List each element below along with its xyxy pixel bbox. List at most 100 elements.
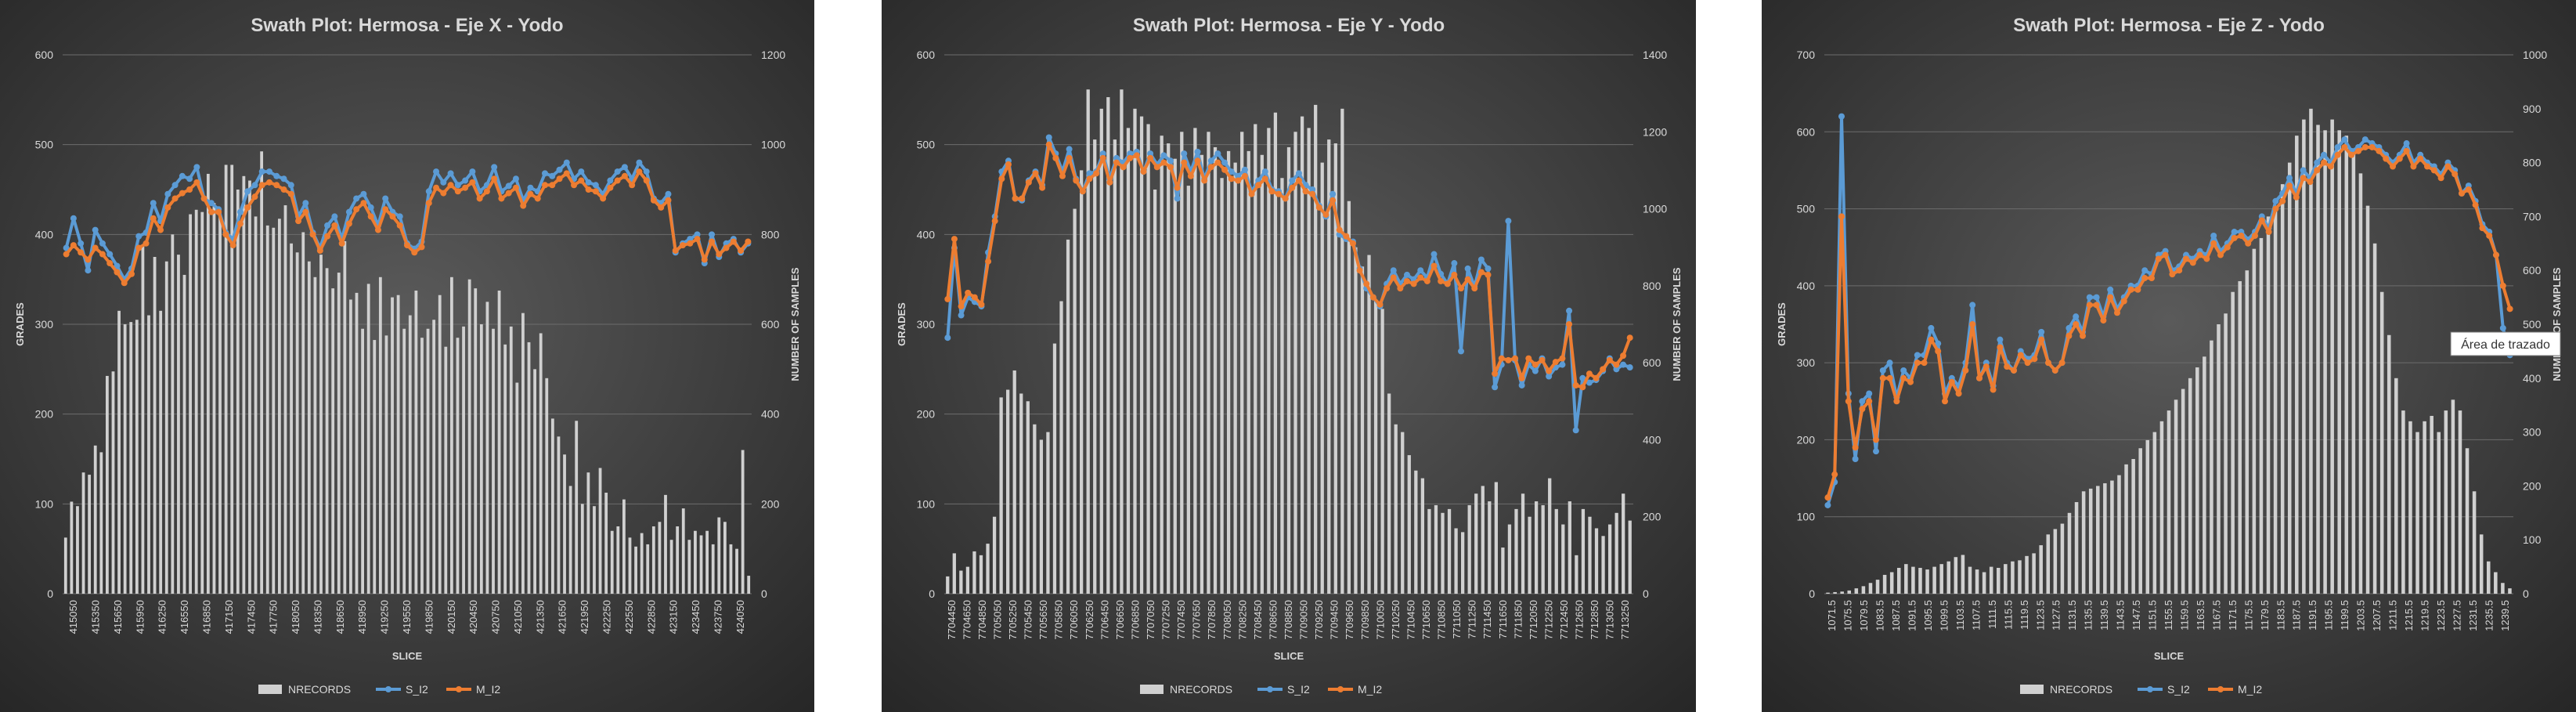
x-tick-label: 415950 (134, 600, 146, 634)
legend-label-m-i2: M_I2 (476, 683, 500, 696)
bar-nrecords (426, 328, 430, 594)
point-m-i2 (585, 186, 592, 193)
point-m-i2 (302, 208, 309, 215)
bar-nrecords (2046, 534, 2051, 594)
bar-nrecords (2159, 421, 2164, 594)
bar-nrecords (1441, 512, 1445, 594)
y2-tick-label: 700 (2523, 210, 2542, 222)
bar-nrecords (1925, 569, 1929, 594)
bar-nrecords (212, 203, 216, 594)
plot-area-tooltip: Área de trazado (2450, 331, 2561, 356)
x-tick-label: 7709250 (1313, 600, 1325, 640)
point-m-i2 (171, 195, 179, 202)
bar-nrecords (301, 232, 305, 594)
point-m-i2 (578, 177, 585, 184)
y-axis-label: GRADES (14, 302, 26, 346)
point-m-i2 (2224, 244, 2231, 251)
point-m-i2 (1613, 361, 1620, 368)
bar-nrecords (568, 486, 572, 594)
point-m-i2 (483, 188, 490, 195)
point-m-i2 (1942, 398, 1948, 405)
bar-nrecords (735, 548, 738, 594)
point-m-i2 (1852, 444, 1859, 451)
bar-nrecords (1019, 393, 1023, 594)
y-tick-label: 200 (917, 408, 936, 421)
bar-nrecords (230, 164, 234, 594)
y-tick-label: 400 (917, 228, 936, 240)
point-m-i2 (1039, 184, 1046, 191)
bar-nrecords (694, 530, 697, 594)
bar-nrecords (1494, 482, 1498, 594)
point-m-i2 (280, 186, 287, 193)
bar-nrecords (550, 418, 554, 594)
point-s-i2 (1492, 384, 1499, 391)
point-m-i2 (207, 208, 215, 215)
x-tick-label: 7712050 (1528, 600, 1539, 640)
y-tick-label: 300 (35, 318, 54, 331)
bar-nrecords (1247, 150, 1250, 594)
bar-nrecords (539, 333, 543, 594)
legend-label-s-i2: S_I2 (2167, 683, 2190, 696)
bar-nrecords (1847, 590, 1852, 594)
bar-nrecords (1833, 591, 1837, 594)
bar-nrecords (2032, 553, 2036, 594)
bar-nrecords (182, 274, 186, 594)
point-m-i2 (1976, 374, 1983, 381)
bar-nrecords (224, 164, 228, 594)
bar-nrecords (2330, 119, 2334, 594)
point-s-i2 (1214, 150, 1221, 157)
point-m-i2 (258, 182, 265, 189)
x-tick-label: 7710650 (1420, 600, 1432, 640)
x-tick-label: 1207.5 (2371, 600, 2383, 631)
point-m-i2 (1133, 152, 1140, 159)
x-tick-label: 7712250 (1542, 600, 1554, 640)
point-m-i2 (1106, 179, 1113, 186)
point-m-i2 (1948, 378, 1955, 385)
point-s-i2 (1914, 352, 1921, 359)
x-tick-label: 1227.5 (2451, 600, 2462, 631)
x-tick-label: 7713050 (1604, 600, 1616, 640)
legend-swatch-nrecords (1140, 685, 1164, 694)
point-m-i2 (1336, 226, 1343, 233)
point-m-i2 (1384, 285, 1391, 292)
point-m-i2 (92, 244, 99, 251)
bar-nrecords (272, 227, 276, 594)
bar-nrecords (402, 328, 406, 594)
bar-nrecords (992, 516, 997, 594)
point-m-i2 (2238, 232, 2245, 239)
x-tick-label: 1187.5 (2291, 600, 2303, 631)
point-m-i2 (2430, 167, 2437, 174)
bar-nrecords (2401, 410, 2405, 594)
point-m-i2 (701, 256, 708, 263)
bar-nrecords (265, 225, 269, 594)
x-tick-label: 424050 (734, 600, 746, 634)
x-tick-label: 7712850 (1589, 600, 1600, 640)
x-tick-label: 7704450 (946, 600, 958, 640)
bar-nrecords (1481, 486, 1485, 594)
x-tick-label: 7706250 (1084, 600, 1095, 640)
x-tick-label: 418950 (356, 600, 368, 634)
point-s-i2 (440, 179, 447, 186)
point-m-i2 (2321, 159, 2327, 166)
bar-nrecords (946, 576, 950, 594)
point-m-i2 (600, 195, 607, 202)
bar-nrecords (2494, 572, 2498, 594)
point-m-i2 (592, 188, 599, 195)
x-tick-label: 419850 (423, 600, 435, 634)
bar-nrecords (283, 205, 287, 594)
x-tick-label: 7707850 (1206, 600, 1218, 640)
point-s-i2 (2341, 136, 2348, 143)
bar-nrecords (450, 276, 453, 594)
point-s-i2 (1879, 367, 1886, 374)
point-m-i2 (2417, 155, 2424, 162)
x-tick-label: 1083.5 (1874, 600, 1886, 631)
y2-tick-label: 1000 (1643, 203, 1667, 215)
point-m-i2 (2231, 234, 2238, 241)
x-tick-label: 422850 (645, 600, 657, 634)
bar-nrecords (1434, 504, 1438, 594)
bar-nrecords (1467, 504, 1471, 594)
bar-nrecords (545, 378, 549, 594)
bar-nrecords (979, 555, 983, 594)
bar-nrecords (111, 371, 115, 594)
x-tick-label: 416850 (201, 600, 213, 634)
